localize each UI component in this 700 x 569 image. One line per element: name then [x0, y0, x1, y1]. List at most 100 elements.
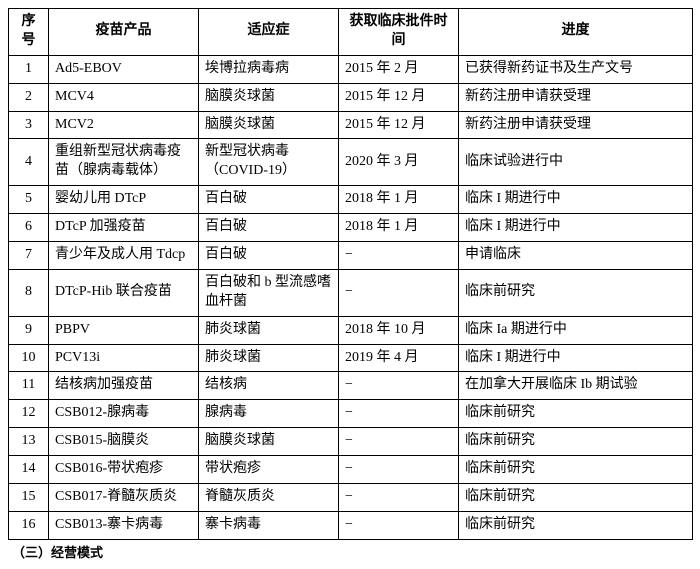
table-cell: 2018 年 10 月: [339, 316, 459, 344]
vaccine-progress-table: 序号 疫苗产品 适应症 获取临床批件时间 进度 1Ad5-EBOV埃博拉病毒病2…: [8, 8, 693, 540]
table-cell: 百白破: [199, 242, 339, 270]
table-cell: 脑膜炎球菌: [199, 111, 339, 139]
table-cell: 腺病毒: [199, 400, 339, 428]
table-cell: −: [339, 484, 459, 512]
table-cell: 结核病: [199, 372, 339, 400]
table-row: 16CSB013-寨卡病毒寨卡病毒−临床前研究: [9, 511, 693, 539]
table-cell: 已获得新药证书及生产文号: [459, 55, 693, 83]
table-row: 12CSB012-腺病毒腺病毒−临床前研究: [9, 400, 693, 428]
table-cell: 百白破和 b 型流感嗜血杆菌: [199, 269, 339, 316]
table-cell: CSB017-脊髓灰质炎: [49, 484, 199, 512]
table-cell: 临床前研究: [459, 484, 693, 512]
table-cell: 新药注册申请获受理: [459, 83, 693, 111]
table-cell: 临床前研究: [459, 456, 693, 484]
table-cell: 百白破: [199, 214, 339, 242]
table-cell: 8: [9, 269, 49, 316]
table-row: 14CSB016-带状疱疹带状疱疹−临床前研究: [9, 456, 693, 484]
table-cell: 埃博拉病毒病: [199, 55, 339, 83]
table-cell: 2: [9, 83, 49, 111]
table-row: 13CSB015-脑膜炎脑膜炎球菌−临床前研究: [9, 428, 693, 456]
table-cell: 临床试验进行中: [459, 139, 693, 186]
table-cell: 青少年及成人用 Tdcp: [49, 242, 199, 270]
table-cell: 9: [9, 316, 49, 344]
table-cell: 临床 I 期进行中: [459, 214, 693, 242]
table-cell: 肺炎球菌: [199, 344, 339, 372]
footer-note: （三）经营模式: [8, 542, 692, 561]
table-body: 1Ad5-EBOV埃博拉病毒病2015 年 2 月已获得新药证书及生产文号2MC…: [9, 55, 693, 539]
table-cell: 2018 年 1 月: [339, 214, 459, 242]
table-cell: 14: [9, 456, 49, 484]
table-cell: −: [339, 511, 459, 539]
col-indication: 适应症: [199, 9, 339, 56]
table-row: 5婴幼儿用 DTcP百白破2018 年 1 月临床 I 期进行中: [9, 186, 693, 214]
table-cell: 临床前研究: [459, 428, 693, 456]
table-cell: 带状疱疹: [199, 456, 339, 484]
table-cell: 2018 年 1 月: [339, 186, 459, 214]
table-cell: 2020 年 3 月: [339, 139, 459, 186]
table-row: 2MCV4脑膜炎球菌2015 年 12 月新药注册申请获受理: [9, 83, 693, 111]
table-row: 1Ad5-EBOV埃博拉病毒病2015 年 2 月已获得新药证书及生产文号: [9, 55, 693, 83]
table-row: 8DTcP-Hib 联合疫苗百白破和 b 型流感嗜血杆菌−临床前研究: [9, 269, 693, 316]
table-cell: −: [339, 400, 459, 428]
table-header: 序号 疫苗产品 适应症 获取临床批件时间 进度: [9, 9, 693, 56]
table-cell: 新药注册申请获受理: [459, 111, 693, 139]
table-cell: −: [339, 242, 459, 270]
table-cell: 临床 Ia 期进行中: [459, 316, 693, 344]
table-cell: 重组新型冠状病毒疫苗（腺病毒载体）: [49, 139, 199, 186]
table-cell: 10: [9, 344, 49, 372]
table-cell: CSB016-带状疱疹: [49, 456, 199, 484]
table-row: 9PBPV肺炎球菌2018 年 10 月临床 Ia 期进行中: [9, 316, 693, 344]
table-row: 11结核病加强疫苗结核病−在加拿大开展临床 Ib 期试验: [9, 372, 693, 400]
table-cell: 在加拿大开展临床 Ib 期试验: [459, 372, 693, 400]
table-row: 15CSB017-脊髓灰质炎脊髓灰质炎−临床前研究: [9, 484, 693, 512]
table-cell: 11: [9, 372, 49, 400]
table-cell: 3: [9, 111, 49, 139]
table-cell: 临床前研究: [459, 400, 693, 428]
table-cell: 2015 年 12 月: [339, 111, 459, 139]
col-index: 序号: [9, 9, 49, 56]
table-cell: 12: [9, 400, 49, 428]
table-cell: 肺炎球菌: [199, 316, 339, 344]
table-cell: 13: [9, 428, 49, 456]
table-row: 3MCV2脑膜炎球菌2015 年 12 月新药注册申请获受理: [9, 111, 693, 139]
table-cell: 脊髓灰质炎: [199, 484, 339, 512]
table-cell: 2015 年 12 月: [339, 83, 459, 111]
table-cell: 2015 年 2 月: [339, 55, 459, 83]
table-cell: CSB015-脑膜炎: [49, 428, 199, 456]
table-row: 4重组新型冠状病毒疫苗（腺病毒载体）新型冠状病毒（COVID-19）2020 年…: [9, 139, 693, 186]
table-cell: 申请临床: [459, 242, 693, 270]
table-cell: Ad5-EBOV: [49, 55, 199, 83]
table-row: 6DTcP 加强疫苗百白破2018 年 1 月临床 I 期进行中: [9, 214, 693, 242]
table-cell: 婴幼儿用 DTcP: [49, 186, 199, 214]
table-cell: 7: [9, 242, 49, 270]
table-cell: CSB012-腺病毒: [49, 400, 199, 428]
table-cell: 6: [9, 214, 49, 242]
table-cell: PCV13i: [49, 344, 199, 372]
col-progress: 进度: [459, 9, 693, 56]
table-cell: MCV4: [49, 83, 199, 111]
table-cell: 脑膜炎球菌: [199, 83, 339, 111]
table-row: 7青少年及成人用 Tdcp百白破−申请临床: [9, 242, 693, 270]
table-cell: 脑膜炎球菌: [199, 428, 339, 456]
table-cell: DTcP-Hib 联合疫苗: [49, 269, 199, 316]
col-approval-time: 获取临床批件时间: [339, 9, 459, 56]
table-cell: −: [339, 269, 459, 316]
table-cell: 百白破: [199, 186, 339, 214]
table-cell: 16: [9, 511, 49, 539]
table-cell: PBPV: [49, 316, 199, 344]
table-cell: −: [339, 372, 459, 400]
table-cell: DTcP 加强疫苗: [49, 214, 199, 242]
table-cell: 2019 年 4 月: [339, 344, 459, 372]
table-cell: MCV2: [49, 111, 199, 139]
table-cell: −: [339, 456, 459, 484]
table-cell: 4: [9, 139, 49, 186]
table-cell: 临床 I 期进行中: [459, 186, 693, 214]
table-cell: CSB013-寨卡病毒: [49, 511, 199, 539]
table-cell: 15: [9, 484, 49, 512]
table-cell: 新型冠状病毒（COVID-19）: [199, 139, 339, 186]
table-cell: 5: [9, 186, 49, 214]
table-cell: 临床 I 期进行中: [459, 344, 693, 372]
table-cell: 寨卡病毒: [199, 511, 339, 539]
table-cell: 临床前研究: [459, 511, 693, 539]
col-product: 疫苗产品: [49, 9, 199, 56]
